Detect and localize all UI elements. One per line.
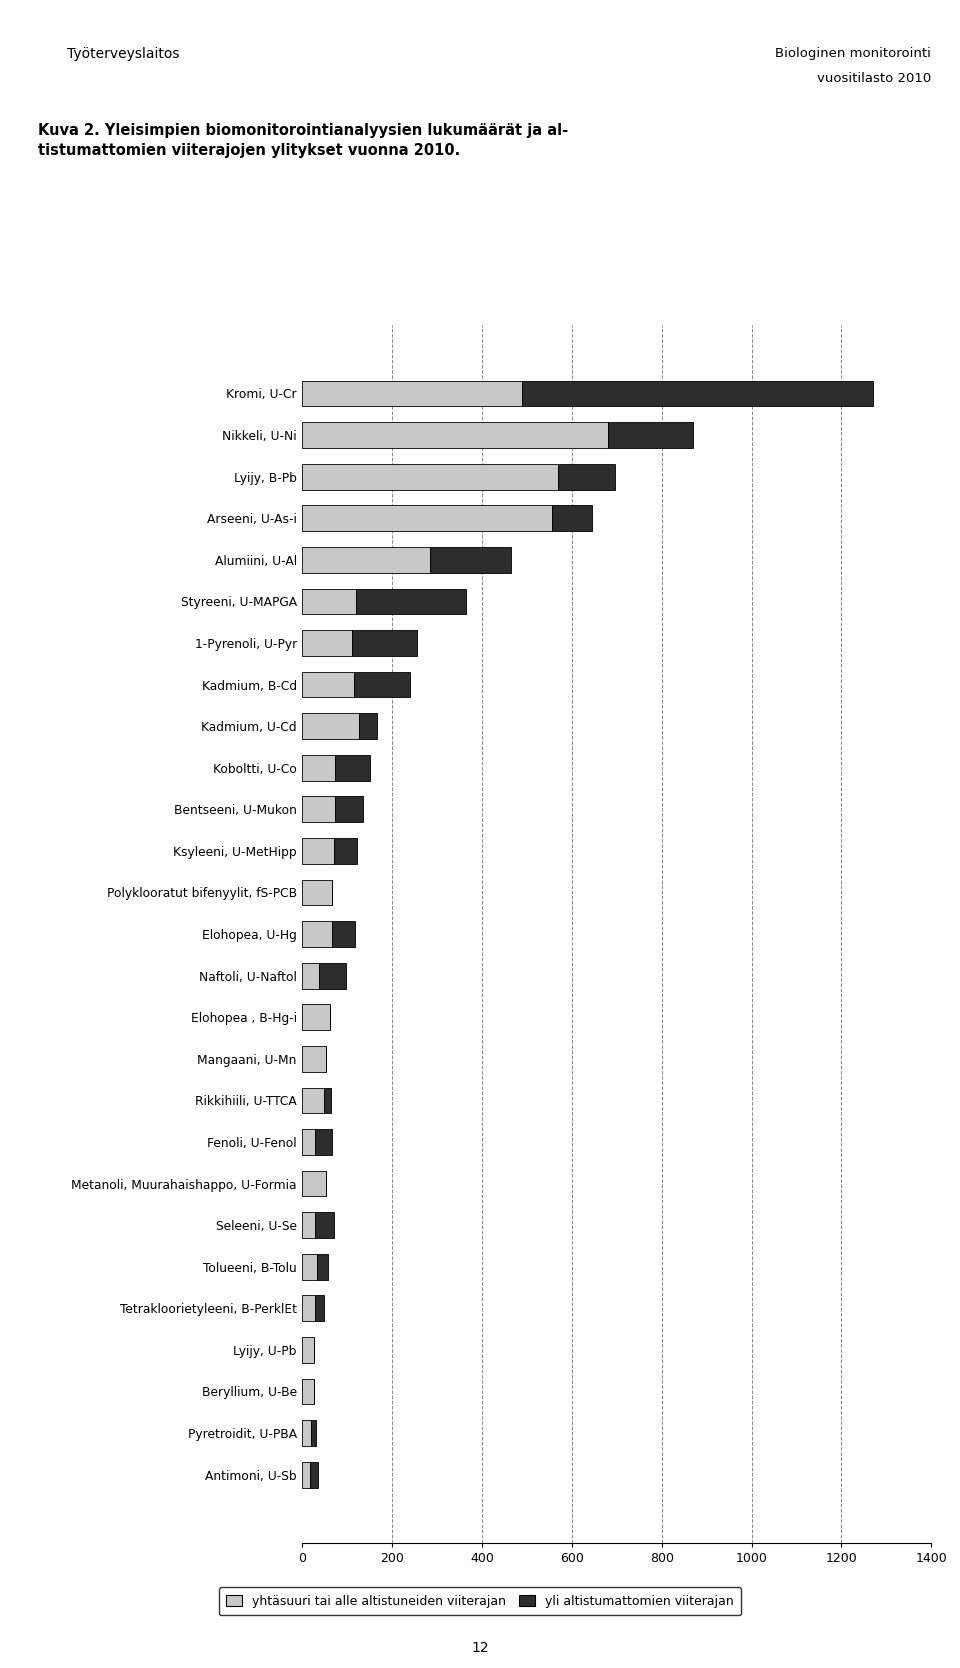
Bar — [320, 962, 346, 989]
Bar — [302, 1129, 315, 1154]
Bar — [324, 1088, 331, 1113]
Bar — [317, 1254, 328, 1279]
Bar — [351, 631, 417, 656]
Bar — [311, 1419, 316, 1446]
Bar — [302, 589, 356, 614]
Bar — [354, 672, 410, 697]
Bar — [356, 589, 467, 614]
Bar — [302, 962, 320, 989]
Bar — [559, 464, 614, 489]
Bar — [302, 879, 331, 906]
Bar — [302, 1254, 317, 1279]
Bar — [302, 380, 522, 407]
Bar — [302, 1461, 309, 1488]
Bar — [302, 921, 331, 947]
Bar — [315, 1129, 332, 1154]
Text: Biologinen monitorointi: Biologinen monitorointi — [776, 47, 931, 60]
Bar — [334, 837, 357, 864]
Bar — [335, 796, 363, 822]
Bar — [302, 505, 552, 530]
Bar — [358, 714, 377, 739]
Bar — [302, 422, 608, 449]
Bar — [335, 756, 370, 781]
Text: Kuva 2. Yleisimpien biomonitorointianalyysien lukumäärät ja al-
tistumattomien v: Kuva 2. Yleisimpien biomonitorointianaly… — [38, 123, 568, 158]
Bar — [552, 505, 592, 530]
Text: 12: 12 — [471, 1641, 489, 1655]
Bar — [302, 1171, 325, 1196]
Bar — [315, 1296, 324, 1321]
Bar — [430, 547, 512, 572]
Bar — [302, 756, 335, 781]
Bar — [302, 547, 430, 572]
Bar — [331, 921, 355, 947]
Legend: yhtäsuuri tai alle altistuneiden viiterajan, yli altistumattomien viiterajan: yhtäsuuri tai alle altistuneiden viitera… — [219, 1586, 741, 1615]
Text: Työterveyslaitos: Työterveyslaitos — [67, 47, 180, 60]
Bar — [302, 1338, 314, 1363]
Bar — [315, 1213, 334, 1238]
Bar — [302, 1419, 311, 1446]
Bar — [302, 1213, 315, 1238]
Bar — [309, 1461, 318, 1488]
Bar — [302, 464, 559, 489]
Bar — [302, 1296, 315, 1321]
Bar — [302, 796, 335, 822]
Bar — [302, 714, 358, 739]
Bar — [302, 631, 351, 656]
Bar — [608, 422, 693, 449]
Bar — [302, 1046, 325, 1073]
Text: vuositilasto 2010: vuositilasto 2010 — [817, 72, 931, 85]
Bar — [302, 837, 334, 864]
Bar — [302, 1004, 330, 1031]
Bar — [302, 1379, 314, 1404]
Bar — [522, 380, 873, 407]
Bar — [302, 672, 354, 697]
Bar — [302, 1088, 324, 1113]
